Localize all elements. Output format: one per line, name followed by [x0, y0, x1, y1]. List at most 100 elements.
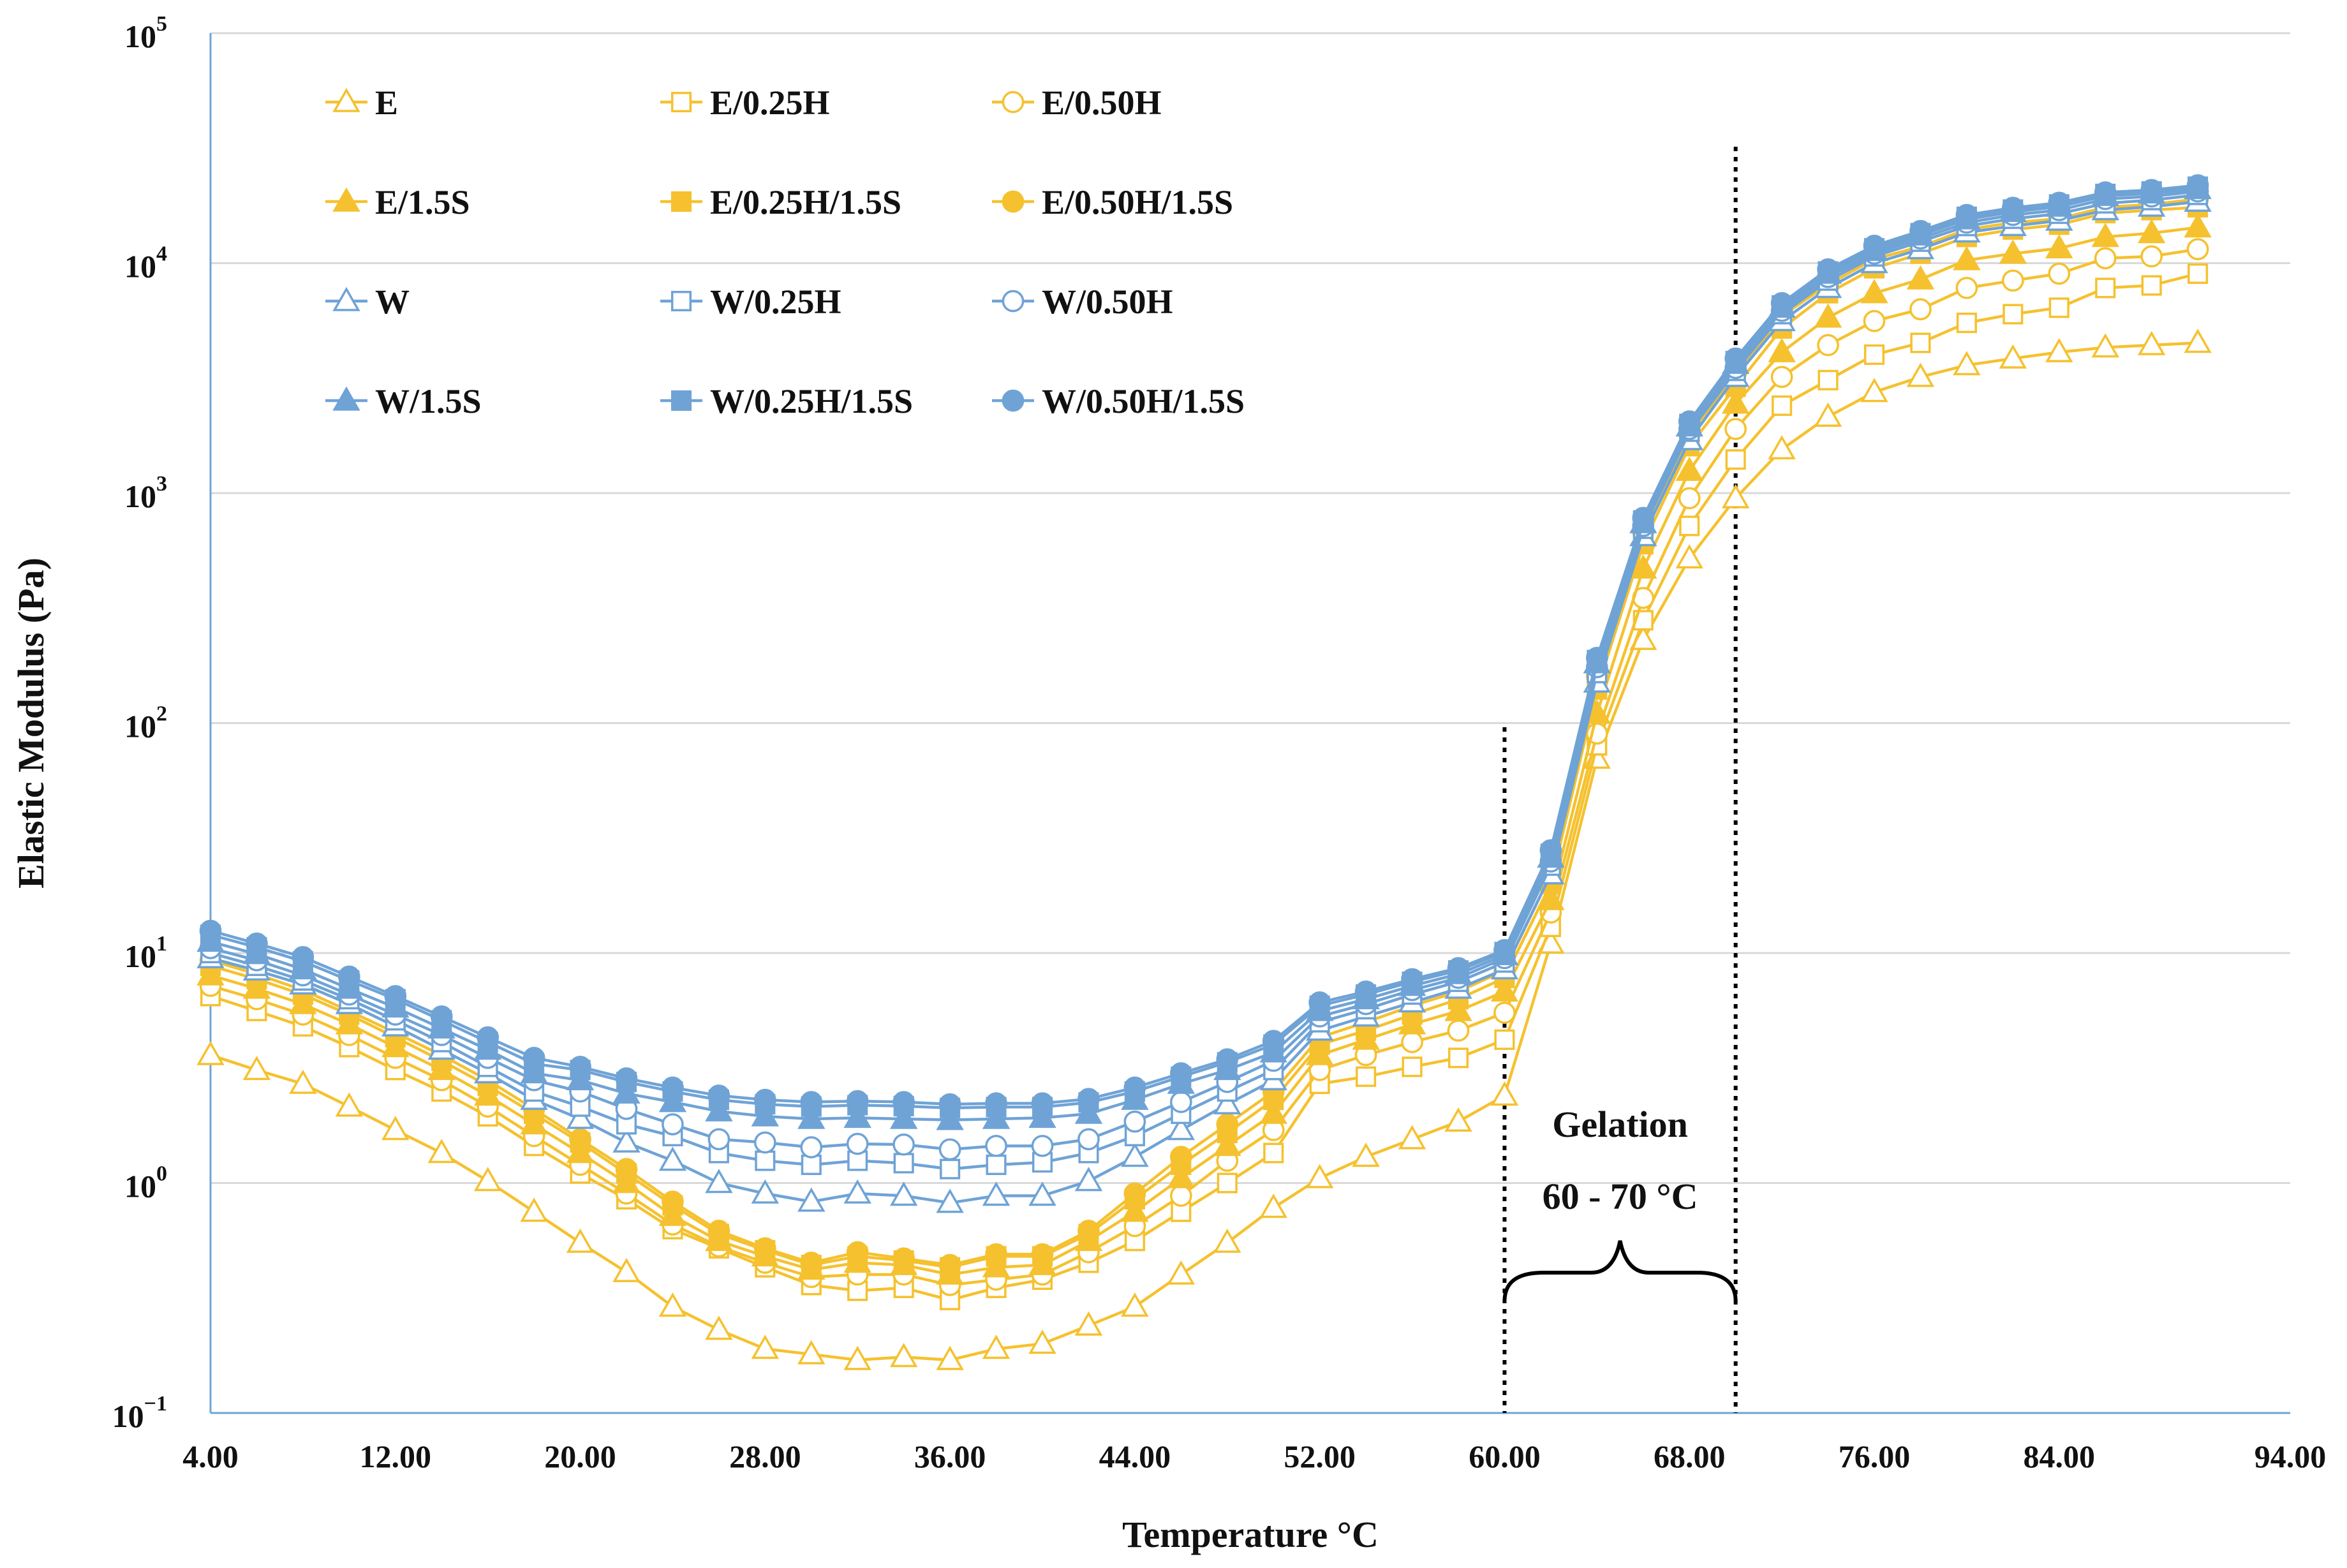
data-point	[1860, 378, 1888, 403]
legend-item: E/1.5S	[325, 183, 470, 221]
data-point	[566, 1104, 595, 1129]
data-point	[1031, 1092, 1054, 1114]
data-point	[566, 1228, 595, 1253]
legend-item: E	[325, 84, 398, 122]
data-point	[2140, 245, 2163, 268]
data-point	[1678, 410, 1701, 433]
data-point	[1216, 1048, 1239, 1070]
legend-swatch-marker	[332, 386, 360, 411]
legend-swatch-marker	[670, 191, 692, 212]
data-point	[1447, 1047, 1469, 1069]
data-point	[1259, 1099, 1287, 1124]
data-point	[753, 1088, 776, 1111]
y-tick-labels: 105 104 103 102 101 100 10−1	[112, 12, 167, 1434]
data-point	[1169, 1091, 1192, 1113]
data-point	[1910, 332, 1931, 353]
data-point	[569, 1128, 591, 1151]
data-point	[1031, 1134, 1054, 1157]
data-point	[292, 946, 315, 968]
series-1	[200, 263, 2209, 1310]
data-point	[705, 1315, 733, 1340]
data-point	[1401, 1031, 1423, 1053]
data-point	[1817, 258, 1839, 281]
data-point	[2184, 329, 2212, 353]
x-tick-label: 28.00	[729, 1439, 801, 1474]
data-point	[1447, 957, 1470, 979]
data-point	[1308, 991, 1331, 1014]
data-point	[612, 1257, 640, 1282]
legend-label: E/0.25H	[710, 84, 830, 122]
series-line	[210, 193, 2198, 1171]
data-point	[889, 1181, 918, 1206]
data-point	[477, 1026, 500, 1049]
data-point	[2094, 181, 2117, 203]
legend-label: E/0.50H	[1042, 84, 1162, 122]
legend-swatch-marker	[1002, 91, 1025, 114]
data-point	[1077, 1128, 1100, 1151]
gelation-boundary-lines	[1502, 147, 1738, 1413]
legend-item: E/0.50H	[992, 84, 1162, 122]
data-point	[1814, 402, 1842, 427]
data-point	[2048, 262, 2071, 285]
data-point	[2186, 238, 2209, 260]
data-point	[242, 1056, 271, 1081]
data-point	[1585, 647, 1608, 669]
data-point	[2091, 223, 2119, 248]
data-point	[940, 1158, 961, 1180]
data-point	[1121, 1197, 1149, 1222]
legend-label: W/0.50H	[1042, 283, 1173, 321]
data-point	[985, 1092, 1007, 1114]
x-axis-title: Temperature °C	[1122, 1514, 1379, 1555]
x-tick-label: 84.00	[2024, 1439, 2096, 1474]
data-point	[1123, 1076, 1146, 1099]
data-point	[662, 1190, 684, 1213]
data-point	[751, 1335, 780, 1359]
gelation-annotation: Gelation 60 - 70 °C	[1502, 1104, 1738, 1302]
data-point	[1770, 366, 1793, 388]
y-tick-label: 102	[124, 702, 167, 744]
data-point	[893, 1153, 914, 1174]
legend-item: W	[325, 283, 410, 321]
legend-label: W/0.50H/1.5S	[1042, 382, 1245, 420]
data-point	[938, 1138, 961, 1161]
legend-label: E/1.5S	[375, 183, 470, 221]
series-9	[196, 175, 2212, 1130]
data-point	[800, 1091, 823, 1113]
data-point	[569, 1056, 591, 1078]
data-point	[1167, 1260, 1196, 1285]
y-tick-label: 10−1	[112, 1392, 167, 1434]
data-point	[1490, 1081, 1519, 1106]
legend-item: E/0.25H	[660, 84, 830, 122]
data-point	[889, 1343, 918, 1368]
data-point	[1123, 1182, 1146, 1205]
data-point	[427, 1139, 455, 1164]
legend-item: W/0.50H/1.5S	[992, 382, 1245, 420]
x-tick-label: 52.00	[1284, 1439, 1356, 1474]
data-point	[335, 1092, 364, 1117]
x-tick-label: 12.00	[360, 1439, 432, 1474]
series-line	[210, 184, 2198, 1106]
series-line	[210, 197, 2198, 1267]
data-point	[755, 1150, 776, 1171]
data-point	[1217, 1172, 1238, 1194]
series-line	[210, 189, 2198, 1151]
data-point	[986, 1154, 1007, 1176]
y-tick-label: 101	[124, 932, 167, 974]
data-point	[1768, 337, 1796, 362]
data-point	[1955, 203, 1978, 226]
data-point	[1906, 265, 1935, 290]
gelation-label: Gelation	[1552, 1104, 1688, 1145]
data-point	[847, 1280, 868, 1301]
legend-swatch-marker	[670, 390, 692, 411]
series-line	[210, 272, 2198, 1302]
data-point	[982, 1335, 1011, 1359]
data-point	[985, 1134, 1007, 1157]
legend: E E/0.25H E/0.50H E/1.5S E/0.25H/1.5S E/0.50H…	[325, 84, 1245, 420]
data-point	[384, 985, 407, 1007]
legend-swatch-marker	[332, 87, 360, 112]
data-point	[662, 1076, 684, 1099]
y-axis-title: Elastic Modulus (Pa)	[10, 558, 52, 889]
data-point	[889, 1104, 918, 1129]
data-point	[843, 1179, 871, 1204]
